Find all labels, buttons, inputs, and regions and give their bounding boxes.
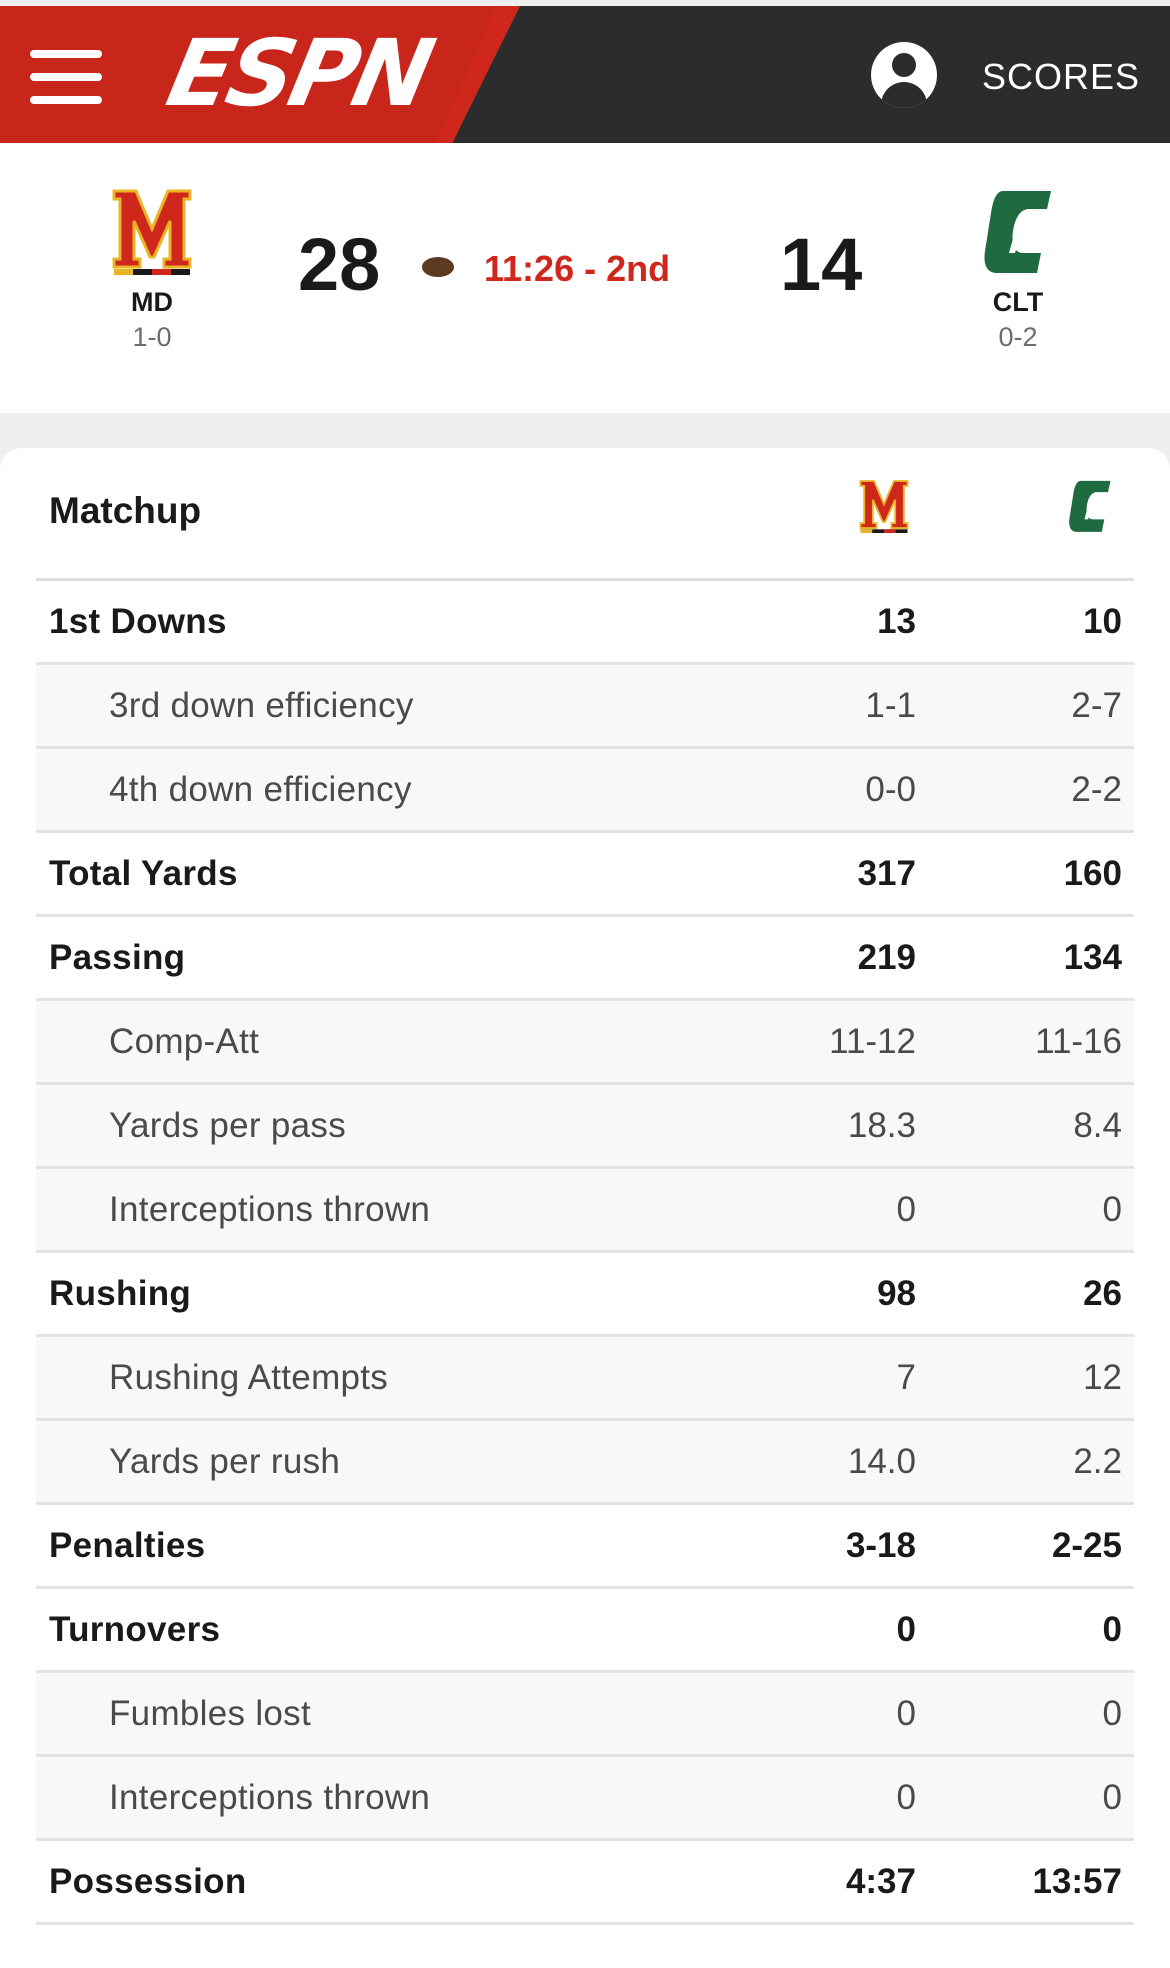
- stat-row: 1st Downs 13 10: [36, 581, 1134, 665]
- stat-value-md: 14.0: [847, 1441, 916, 1481]
- stat-value-clt: 0: [1102, 1693, 1122, 1733]
- stat-row: 3rd down efficiency 1-1 2-7: [36, 665, 1134, 749]
- stat-label: Possession: [49, 1861, 247, 1901]
- stat-value-md: 0: [896, 1693, 916, 1733]
- stat-value-md: 18.3: [847, 1105, 916, 1145]
- stat-value-md: 0: [896, 1777, 916, 1817]
- stat-label: Interceptions thrown: [109, 1189, 431, 1229]
- stat-label: Fumbles lost: [109, 1693, 311, 1733]
- stat-value-clt: 8.4: [1073, 1105, 1122, 1145]
- stat-label: Penalties: [49, 1525, 206, 1565]
- stat-value-clt: 0: [1102, 1777, 1122, 1817]
- stat-value-clt: 2-7: [1071, 685, 1122, 725]
- stat-row: Possession 4:37 13:57: [36, 1841, 1134, 1925]
- charlotte-c-logo-icon: [1069, 480, 1111, 532]
- stat-label: Total Yards: [49, 853, 238, 893]
- stat-value-md: 0: [896, 1609, 916, 1649]
- stat-label: Comp-Att: [109, 1021, 260, 1061]
- stat-value-clt: 2-25: [1051, 1525, 1122, 1565]
- stat-label: 1st Downs: [49, 601, 227, 641]
- stat-value-clt: 0: [1102, 1189, 1122, 1229]
- stat-label: Passing: [49, 937, 186, 977]
- stat-value-clt: 160: [1063, 853, 1122, 893]
- stat-value-clt: 134: [1063, 937, 1122, 977]
- game-clock: 11:26 - 2nd: [484, 248, 671, 289]
- stat-row: Rushing Attempts 7 12: [36, 1337, 1134, 1421]
- maryland-m-logo-icon: [112, 189, 192, 275]
- espn-logo[interactable]: ESPN: [158, 20, 440, 127]
- team-clt[interactable]: CLT 0-2: [958, 187, 1078, 353]
- stat-row: Passing 219 134: [36, 917, 1134, 1001]
- team-abbr: MD: [131, 287, 173, 317]
- stat-row: Penalties 3-18 2-25: [36, 1505, 1134, 1589]
- stat-label: Rushing: [49, 1273, 192, 1313]
- stat-value-md: 0: [896, 1189, 916, 1229]
- away-score: 14: [780, 223, 863, 306]
- stat-row: Turnovers 0 0: [36, 1589, 1134, 1673]
- stat-value-clt: 0: [1102, 1609, 1122, 1649]
- top-nav-bar: ESPN SCORES: [0, 6, 1170, 143]
- team-record: 0-2: [998, 322, 1038, 352]
- stat-value-clt: 2-2: [1071, 769, 1122, 809]
- stat-row: Interceptions thrown 0 0: [36, 1169, 1134, 1253]
- stat-value-md: 0-0: [865, 769, 916, 809]
- stat-value-clt: 13:57: [1032, 1861, 1122, 1901]
- stat-label: Yards per pass: [109, 1105, 346, 1145]
- stat-row: Yards per pass 18.3 8.4: [36, 1085, 1134, 1169]
- game-scoreboard: MD 1-0 28 14 CLT 0-2: [0, 143, 1170, 413]
- stat-value-md: 1-1: [865, 685, 916, 725]
- stat-label: Turnovers: [49, 1609, 221, 1649]
- stat-value-md: 4:37: [845, 1861, 916, 1901]
- stat-value-clt: 10: [1083, 601, 1122, 641]
- stat-label: Interceptions thrown: [109, 1777, 431, 1817]
- matchup-card: Matchup 1st Downs 13 10 3rd down efficiency…: [0, 448, 1170, 1968]
- scores-link[interactable]: SCORES: [981, 56, 1140, 97]
- charlotte-c-logo-icon: [984, 191, 1051, 273]
- stat-value-md: 7: [896, 1357, 916, 1397]
- stat-row: Fumbles lost 0 0: [36, 1673, 1134, 1757]
- stat-value-md: 3-18: [845, 1525, 916, 1565]
- football-icon: [422, 257, 454, 277]
- stat-label: Yards per rush: [109, 1441, 341, 1481]
- stat-value-md: 219: [857, 937, 916, 977]
- team-abbr: CLT: [992, 287, 1044, 317]
- stat-row: Total Yards 317 160: [36, 833, 1134, 917]
- user-account-icon[interactable]: [871, 42, 937, 108]
- stat-value-clt: 26: [1083, 1273, 1122, 1313]
- stat-value-clt: 11-16: [1035, 1021, 1122, 1061]
- stat-value-md: 98: [877, 1273, 916, 1313]
- stat-value-md: 11-12: [829, 1021, 916, 1061]
- stat-label: Rushing Attempts: [109, 1357, 389, 1397]
- stat-label: 4th down efficiency: [109, 769, 412, 809]
- stat-value-clt: 12: [1083, 1357, 1122, 1397]
- stat-row: Yards per rush 14.0 2.2: [36, 1421, 1134, 1505]
- stat-row: Interceptions thrown 0 0: [36, 1757, 1134, 1841]
- stat-value-md: 13: [877, 601, 916, 641]
- team-md[interactable]: MD 1-0: [92, 187, 212, 353]
- stat-value-clt: 2.2: [1073, 1441, 1122, 1481]
- maryland-m-logo-icon: [859, 480, 909, 533]
- stats-table: 1st Downs 13 10 3rd down efficiency 1-1 2-7 4t…: [36, 578, 1134, 1925]
- team-record: 1-0: [132, 322, 172, 352]
- stat-label: 3rd down efficiency: [109, 685, 414, 725]
- stat-row: Comp-Att 11-12 11-16: [36, 1001, 1134, 1085]
- stat-row: 4th down efficiency 0-0 2-2: [36, 749, 1134, 833]
- hamburger-menu-icon[interactable]: [30, 50, 102, 104]
- stat-value-md: 317: [857, 853, 916, 893]
- stat-row: Rushing 98 26: [36, 1253, 1134, 1337]
- matchup-header: Matchup: [0, 448, 1170, 578]
- home-score: 28: [298, 223, 381, 306]
- matchup-title: Matchup: [49, 490, 202, 531]
